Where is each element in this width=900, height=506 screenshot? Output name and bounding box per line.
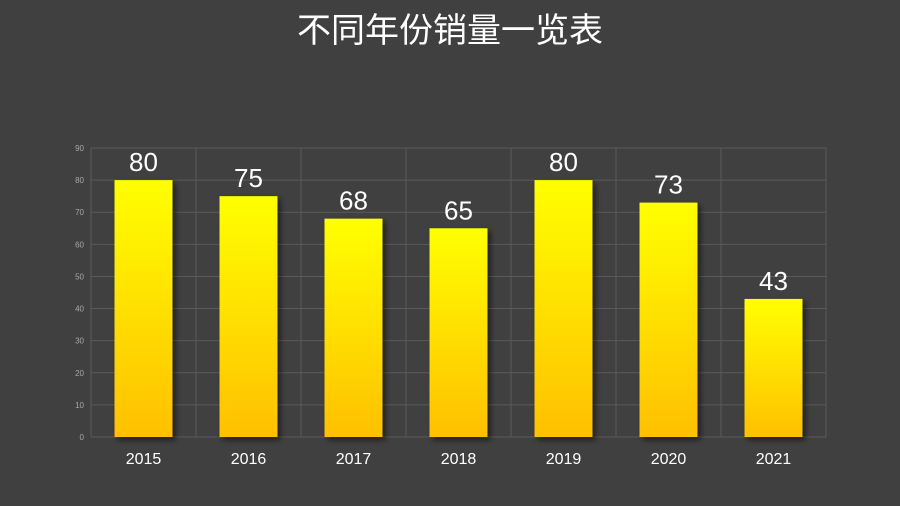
y-tick-label: 30: [75, 337, 84, 346]
y-tick-label: 70: [75, 208, 84, 217]
bar-2016: [219, 196, 278, 437]
data-labels: 80 75 68 65 80 73 43: [129, 147, 788, 296]
x-tick-label: 2018: [441, 451, 477, 468]
y-tick-label: 10: [75, 401, 84, 410]
bar-2020: [639, 202, 698, 437]
y-tick-label: 60: [75, 240, 84, 249]
y-tick-label: 50: [75, 272, 84, 281]
chart-title: 不同年份销量一览表: [297, 11, 603, 51]
bar-2018: [429, 228, 488, 437]
bar-2019: [534, 180, 593, 437]
y-tick-label: 20: [75, 369, 84, 378]
bar-2015: [114, 180, 173, 437]
y-tick-label: 90: [75, 144, 84, 153]
bar-series: [114, 180, 803, 437]
data-label-2019: 80: [549, 147, 578, 177]
data-label-2020: 73: [654, 170, 683, 200]
y-axis: 0 10 20 30 40 50 60 70 80 90: [75, 144, 84, 442]
bar-2021: [744, 298, 803, 437]
x-tick-label: 2017: [336, 451, 372, 468]
data-label-2016: 75: [234, 163, 263, 193]
y-tick-label: 40: [75, 305, 84, 314]
y-tick-label: 0: [80, 433, 85, 442]
x-axis: 2015 2016 2017 2018 2019 2020 2021: [126, 451, 792, 468]
x-tick-label: 2020: [651, 451, 687, 468]
data-label-2017: 68: [339, 186, 368, 216]
data-label-2018: 65: [444, 195, 473, 225]
data-label-2015: 80: [129, 147, 158, 177]
y-tick-label: 80: [75, 176, 84, 185]
x-tick-label: 2021: [756, 451, 792, 468]
x-tick-label: 2016: [231, 451, 267, 468]
x-tick-label: 2015: [126, 451, 162, 468]
data-label-2021: 43: [759, 266, 788, 296]
bar-2017: [324, 218, 383, 437]
x-tick-label: 2019: [546, 451, 582, 468]
